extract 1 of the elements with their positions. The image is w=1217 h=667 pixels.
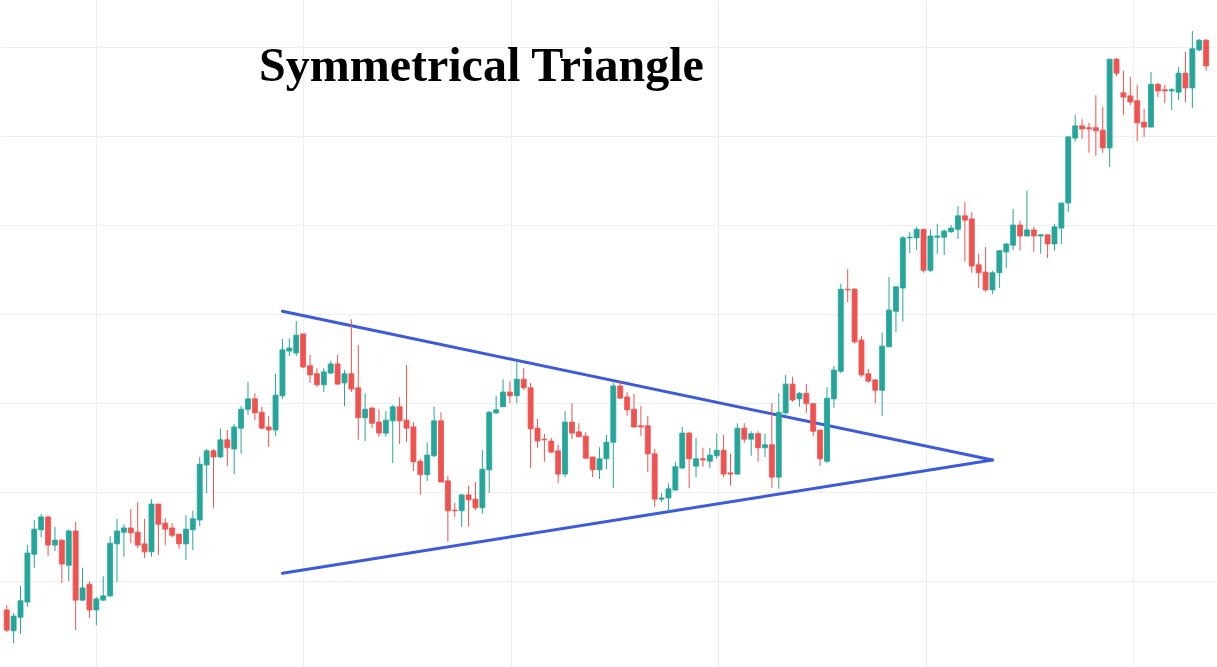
chart-title: Symmetrical Triangle (259, 38, 704, 91)
